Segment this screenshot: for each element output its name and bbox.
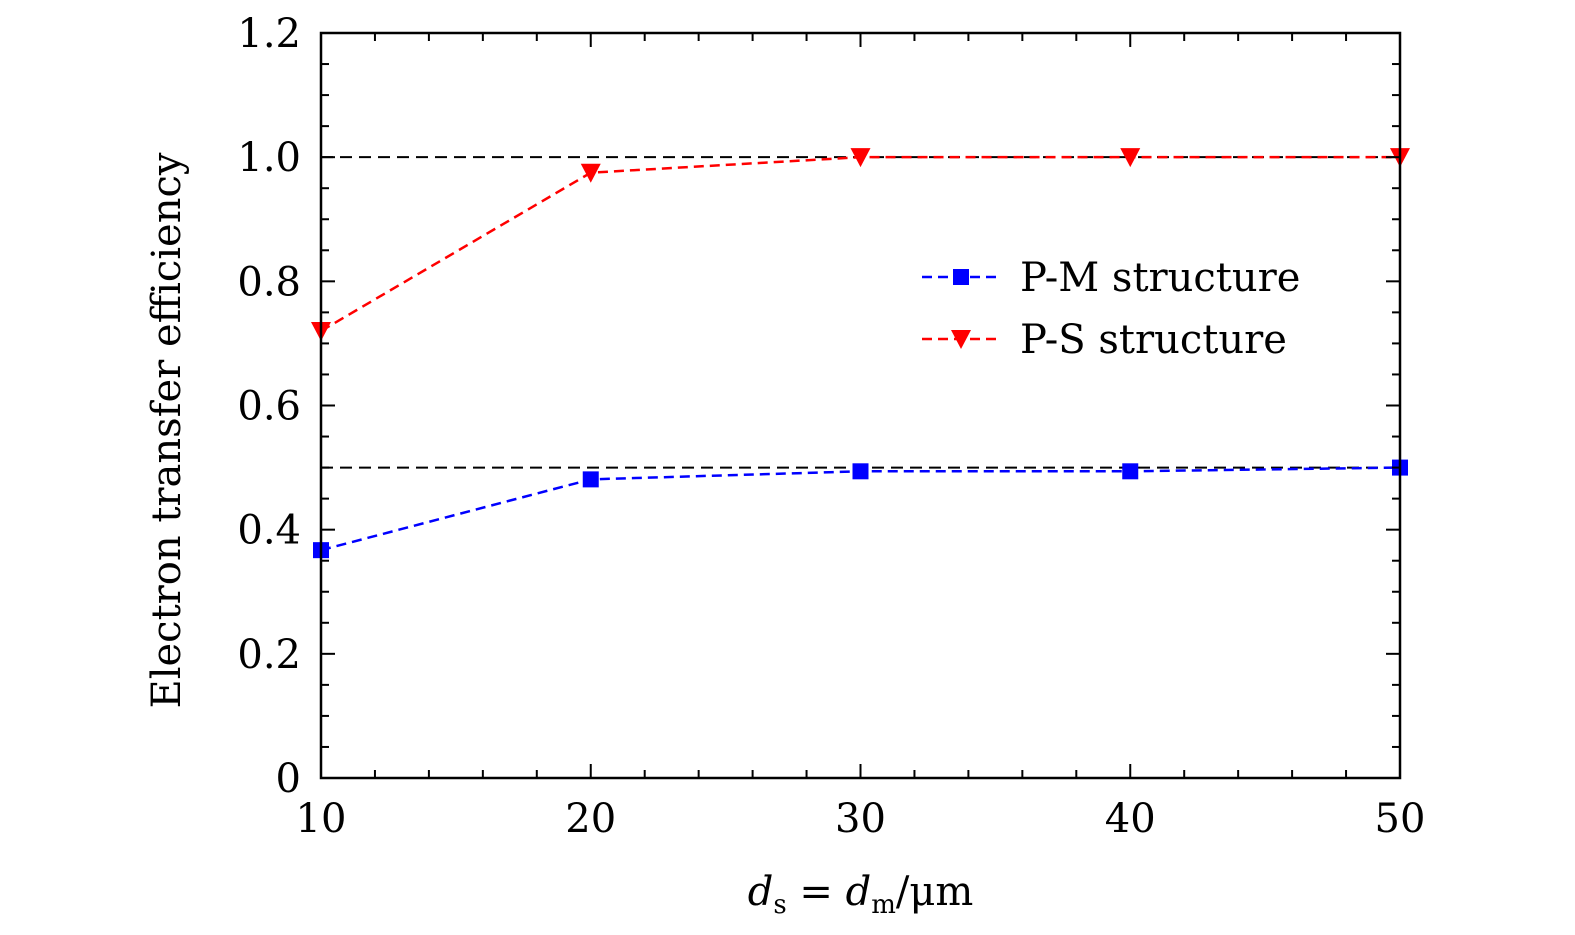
series-layer bbox=[311, 148, 1410, 559]
x-axis-unit: /μm bbox=[896, 869, 973, 915]
x-tick-label: 20 bbox=[565, 796, 616, 842]
y-axis-title: Electron transfer efficiency bbox=[144, 152, 190, 708]
y-tick-label: 0.2 bbox=[237, 632, 301, 678]
data-point bbox=[1120, 148, 1141, 168]
legend-label: P-M structure bbox=[1020, 255, 1300, 301]
tick-labels: 0 0.2 0.4 0.6 0.8 1.0 1.2 10 20 30 40 50 bbox=[237, 11, 1425, 842]
series-1 bbox=[311, 148, 1410, 341]
x-tick-label: 30 bbox=[835, 796, 886, 842]
x-tick-label: 50 bbox=[1375, 796, 1426, 842]
x-axis-var: d bbox=[748, 869, 774, 915]
legend-item: P-M structure bbox=[922, 255, 1300, 301]
x-axis-sub2: m bbox=[871, 890, 896, 920]
data-point bbox=[850, 148, 871, 168]
x-axis-title: ds = dm/μm bbox=[748, 869, 974, 920]
legend-label: P-S structure bbox=[1020, 317, 1287, 363]
x-tick-label: 40 bbox=[1105, 796, 1156, 842]
y-tick-label: 1.2 bbox=[237, 11, 301, 57]
reference-lines bbox=[321, 156, 1400, 469]
data-point bbox=[580, 163, 601, 183]
series-0 bbox=[313, 459, 1408, 559]
plot-frame bbox=[319, 31, 1402, 780]
series-line bbox=[320, 155, 1400, 333]
x-axis-sub1: s bbox=[773, 890, 786, 920]
legend: P-M structure P-S structure bbox=[922, 255, 1300, 363]
series-line bbox=[320, 466, 1401, 552]
legend-item: P-S structure bbox=[922, 317, 1287, 363]
legend-marker bbox=[951, 330, 971, 349]
axis-ticks bbox=[320, 32, 1401, 779]
x-axis-var2: d bbox=[846, 869, 872, 915]
y-tick-label: 0.4 bbox=[237, 508, 301, 554]
data-point bbox=[852, 463, 869, 480]
data-point bbox=[1122, 463, 1139, 480]
x-tick-label: 10 bbox=[296, 796, 347, 842]
legend-marker bbox=[953, 269, 969, 285]
y-tick-label: 0.6 bbox=[237, 384, 301, 430]
x-axis-eq: = bbox=[787, 869, 846, 915]
y-tick-label: 0.8 bbox=[237, 259, 301, 305]
y-tick-label: 0 bbox=[276, 756, 301, 802]
data-point bbox=[582, 471, 599, 488]
y-tick-label: 1.0 bbox=[237, 135, 301, 181]
